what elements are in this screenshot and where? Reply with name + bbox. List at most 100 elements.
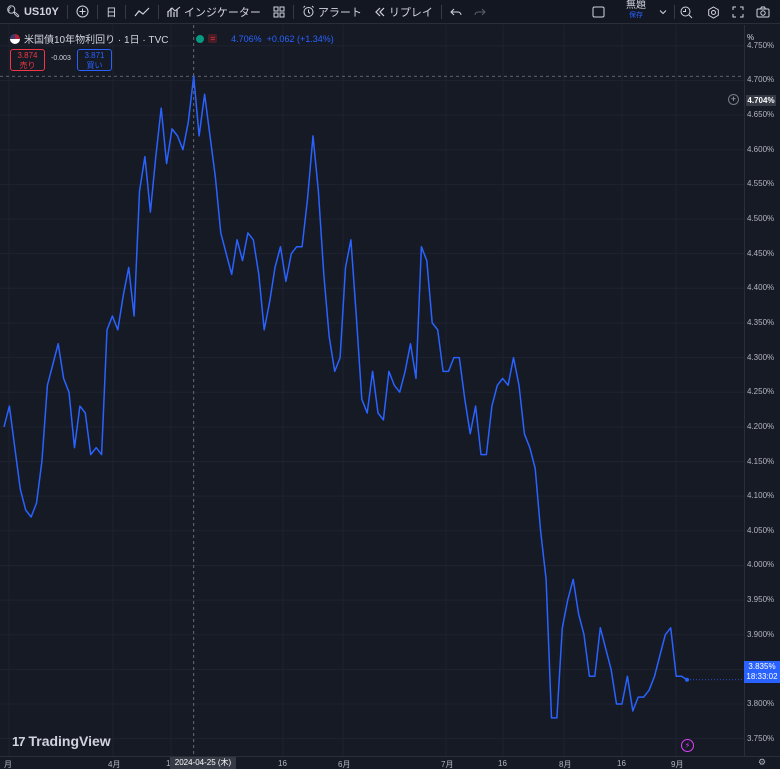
templates-button[interactable] — [267, 0, 291, 24]
time-tick-label: 4月 — [108, 760, 121, 769]
time-tick-label: 7月 — [441, 760, 454, 769]
toolbar-divider — [96, 4, 98, 19]
undo-button[interactable] — [444, 0, 468, 24]
interval-label: 日 — [105, 6, 117, 19]
current-price-value: 3.835% — [748, 662, 776, 671]
time-tick-label: 月 — [4, 760, 12, 769]
buy-button[interactable]: 3.871 買い — [77, 49, 112, 71]
grid-icon — [273, 6, 285, 17]
indicators-label: インジケーター — [183, 6, 261, 19]
spread-value: -0.003 — [51, 55, 71, 62]
price-tick-label: 4.100% — [747, 491, 775, 501]
tradingview-logo[interactable]: 17 TradingView — [12, 733, 111, 749]
symbol-label: US10Y — [23, 5, 59, 18]
layout-menu-button[interactable] — [659, 0, 667, 24]
symbol-search-button[interactable]: 🔍︎ US10Y — [0, 0, 65, 24]
alert-button[interactable]: アラート — [296, 0, 368, 24]
add-alert-plus-icon[interactable]: + — [728, 94, 739, 105]
price-tick-label: 4.000% — [747, 560, 775, 570]
market-status-dot[interactable] — [196, 34, 205, 43]
price-tick-label: 4.550% — [747, 179, 775, 189]
price-tick-label: 4.600% — [747, 144, 775, 154]
quick-search-button[interactable] — [680, 0, 693, 24]
settings-button[interactable] — [707, 0, 720, 24]
price-scale[interactable] — [744, 25, 780, 756]
replay-label: リプレイ — [388, 6, 433, 19]
layout-save-button[interactable]: 無題 保存 — [612, 1, 660, 21]
price-tick-label: 4.250% — [747, 387, 775, 397]
interval-button[interactable]: 日 — [100, 0, 123, 24]
countdown-timer: 18:33:02 — [746, 672, 778, 681]
sell-label: 売り — [19, 61, 36, 70]
series-line[interactable] — [3, 75, 688, 719]
legend-value: 4.706% — [231, 33, 262, 44]
time-tick-label: 6月 — [338, 760, 351, 769]
price-tick-label: 4.400% — [747, 283, 775, 293]
buy-label: 買い — [86, 61, 103, 70]
chart-legend: 米国債10年物利回り · 1日 · TVC = 4.706% +0.062 (+… — [10, 31, 334, 46]
chevron-down-icon — [659, 10, 667, 15]
toolbar-divider — [124, 4, 126, 19]
indicators-icon — [167, 6, 181, 17]
indicators-button[interactable]: インジケーター — [161, 0, 267, 24]
scale-settings-icon[interactable]: ⚙︎ — [758, 757, 767, 767]
time-tick-label: 16 — [278, 759, 287, 768]
legend-title: 米国債10年物利回り · 1日 · TVC — [24, 35, 169, 46]
compare-symbol-button[interactable] — [70, 0, 95, 24]
time-tick-label: 8月 — [559, 760, 572, 769]
undo-icon — [450, 8, 462, 15]
fullscreen-icon — [732, 6, 744, 18]
plus-circle-icon — [76, 5, 89, 18]
toolbar-divider — [674, 5, 675, 19]
status-badge: = — [208, 34, 218, 43]
chart-pane[interactable] — [0, 25, 744, 756]
toolbar-divider — [157, 4, 159, 19]
rewind-icon — [374, 7, 385, 16]
quick-search-icon — [680, 6, 693, 18]
crosshair-price-label: 4.704% — [746, 95, 776, 106]
price-tick-label: 4.150% — [747, 456, 775, 466]
time-tick-label: 16 — [617, 759, 626, 768]
line-chart-icon — [134, 7, 150, 16]
tradingview-logo-text: TradingView — [28, 733, 111, 749]
square-icon — [592, 6, 605, 18]
crosshair-date-label: 2024-04-25 (木) — [170, 757, 236, 769]
search-icon: 🔍︎ — [6, 6, 20, 18]
toolbar-divider — [440, 4, 442, 19]
price-tick-label: 4.350% — [747, 317, 775, 327]
screenshot-button[interactable] — [756, 0, 770, 24]
price-tick-label: 4.700% — [747, 75, 775, 85]
camera-icon — [756, 6, 770, 18]
price-tick-label: 4.300% — [747, 352, 775, 362]
us-flag-icon — [10, 33, 20, 44]
layout-save-label: 保存 — [629, 12, 643, 19]
buy-price: 3.871 — [84, 51, 105, 60]
time-tick-label: 16 — [498, 759, 507, 768]
price-tick-label: 3.900% — [747, 629, 775, 639]
toolbar-divider — [292, 4, 294, 19]
price-tick-label: 4.200% — [747, 421, 775, 431]
price-tick-label: 4.750% — [747, 40, 775, 50]
price-tick-label: 3.950% — [747, 595, 775, 605]
layout-title: 無題 — [626, 0, 646, 11]
sell-price: 3.874 — [17, 51, 38, 60]
top-toolbar: 🔍︎ US10Y 日 インジケーター アラート リプレイ 無題 保存 — [0, 0, 780, 24]
toolbar-divider — [66, 4, 68, 19]
lightning-icon[interactable]: ⚡︎ — [681, 739, 694, 752]
gear-icon — [708, 5, 719, 19]
price-tick-label: 4.050% — [747, 525, 775, 535]
replay-button[interactable]: リプレイ — [368, 0, 439, 24]
redo-button[interactable] — [468, 0, 492, 24]
price-scale-unit: % — [747, 33, 755, 42]
chart-type-button[interactable] — [128, 0, 156, 24]
sell-button[interactable]: 3.874 売り — [10, 49, 45, 71]
price-tick-label: 3.750% — [747, 733, 775, 743]
alarm-clock-icon — [302, 5, 314, 17]
layout-toggle-button[interactable] — [592, 0, 605, 24]
tradingview-mark-icon: 17 — [12, 733, 26, 749]
redo-icon — [474, 8, 486, 15]
fullscreen-button[interactable] — [732, 0, 744, 24]
price-tick-label: 4.500% — [747, 214, 775, 223]
price-tick-label: 4.650% — [747, 110, 775, 120]
